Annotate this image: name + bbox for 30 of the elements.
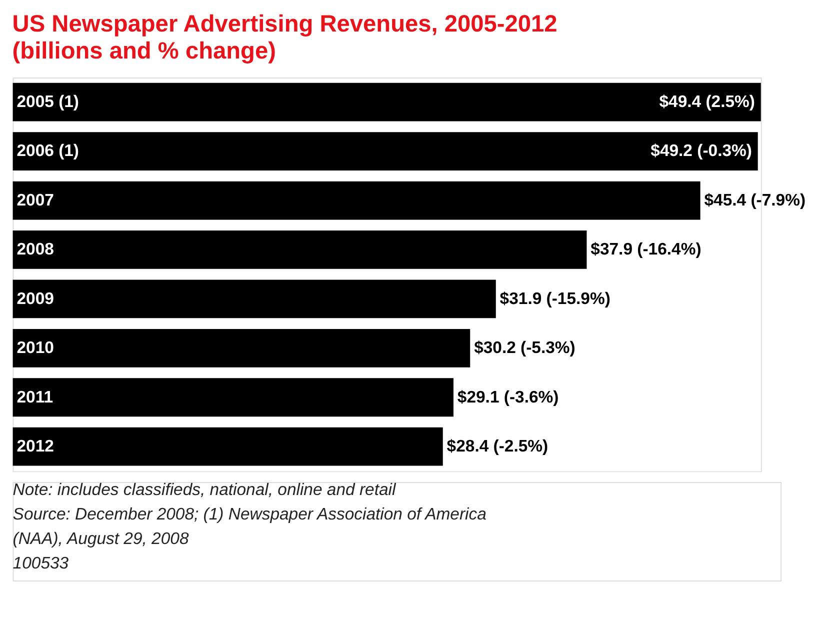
y-tick-label: 2012 [16,436,54,456]
y-tick-label: 2008 [16,240,54,259]
bar [12,280,496,318]
text: (NAA), August 29, 2008 [12,529,190,548]
data-label: $37.9 (-16.4%) [590,240,702,259]
y-tick-label: 2007 [16,190,54,210]
y-tick-label: 2006 (1) [16,141,80,160]
bar [12,427,443,466]
y-tick-label: 2009 [16,288,54,308]
source-note: Source: December 2008; (1) Newspaper Association of America [12,504,486,524]
y-tick-label: 2005 (1) [16,92,80,112]
bar [12,230,587,269]
y-tick-label: 2011 [16,387,54,406]
chart-subtitle: (billions and % change) [12,38,276,64]
y-tick-label: 2010 [16,338,54,358]
chart-title: US Newspaper Advertising Revenues, 2005-2012 [12,12,558,38]
bar [12,132,758,170]
data-label: $30.2 (-5.3%) [474,338,576,358]
data-label: $29.1 (-3.6%) [457,387,559,406]
data-label: $31.9 (-15.9%) [500,288,610,308]
bar [12,181,700,220]
data-label: $28.4 (-2.5%) [446,436,548,456]
bar [12,328,470,368]
text: 100533 [12,554,70,573]
data-label: $45.4 (-7.9%) [704,190,806,210]
data-label: $49.2 (-0.3%) [650,141,752,160]
bar [12,82,761,122]
text: Note: includes classifieds, national, online and retail [12,480,397,499]
bar [12,378,454,417]
data-label: $49.4 (2.5%) [659,92,755,112]
